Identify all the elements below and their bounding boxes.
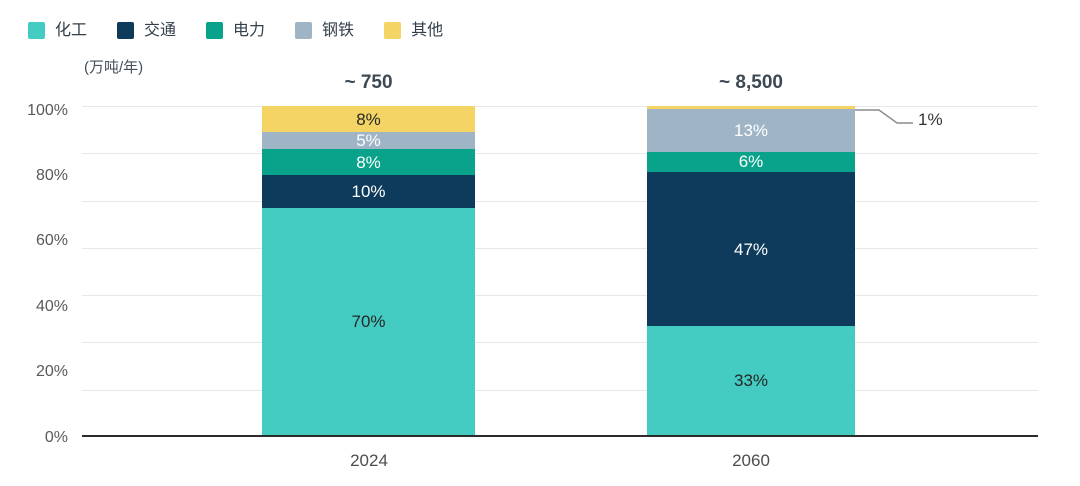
y-tick-label: 80% <box>35 167 68 184</box>
legend-item-other: 其他 <box>384 22 443 39</box>
y-tick-label: 100% <box>27 102 68 119</box>
gridline <box>82 295 1038 296</box>
y-tick-label: 40% <box>35 298 68 315</box>
x-axis-label-2024: 2024 <box>350 451 388 470</box>
legend-item-steel: 钢铁 <box>295 22 354 39</box>
legend-label: 化工 <box>55 22 88 39</box>
bar-2024: 70% 10% 8% 5% 8% ~ 750 <box>262 72 475 435</box>
legend-label: 其他 <box>411 22 444 39</box>
legend-swatch-chemical <box>28 22 45 39</box>
segment-transport-2024: 10% <box>262 175 475 208</box>
y-tick-label: 20% <box>35 363 68 380</box>
legend-item-chemical: 化工 <box>28 22 87 39</box>
legend-item-power: 电力 <box>206 22 265 39</box>
y-tick-label: 60% <box>35 232 68 249</box>
gridline <box>82 201 1038 202</box>
legend-item-transport: 交通 <box>117 22 176 39</box>
gridline <box>82 248 1038 249</box>
plot-area: 100% 80% 60% 40% 20% 0% 70% 10% 8% 5% 8% ~ 750 2024… <box>27 72 1038 470</box>
gridline <box>82 106 1038 107</box>
legend-swatch-steel <box>295 22 313 39</box>
segment-steel-2060: 13% <box>647 109 855 153</box>
legend-swatch-other <box>384 22 402 39</box>
legend-label: 交通 <box>144 22 177 39</box>
callout-label: 1% <box>918 110 943 129</box>
gridline <box>82 342 1038 343</box>
y-axis-unit-label: (万吨/年) <box>84 59 144 76</box>
legend-label: 电力 <box>233 22 266 39</box>
y-tick-label: 0% <box>44 429 68 446</box>
legend-label: 钢铁 <box>322 22 355 39</box>
bar-2060: 33% 47% 6% 13% ~ 8,500 <box>647 72 855 435</box>
segment-other-2060 <box>647 106 855 110</box>
x-axis-line <box>82 435 1038 437</box>
segment-chemical-2060: 33% <box>647 326 855 435</box>
callout-connector-line <box>855 109 913 124</box>
segment-power-2060: 6% <box>647 152 855 172</box>
total-annotation-2060: ~ 8,500 <box>719 72 783 93</box>
legend: 化工 交通 电力 钢铁 其他 <box>28 22 443 39</box>
gridline <box>82 390 1038 391</box>
legend-swatch-transport <box>117 22 135 39</box>
segment-transport-2060: 47% <box>647 171 855 327</box>
gridline <box>82 153 1038 154</box>
segment-other-2024: 8% <box>262 106 475 132</box>
segment-power-2024: 8% <box>262 149 475 175</box>
segment-steel-2024: 5% <box>262 132 475 149</box>
segment-chemical-2024: 70% <box>262 207 475 435</box>
legend-swatch-power <box>206 22 224 39</box>
x-axis-label-2060: 2060 <box>732 451 770 470</box>
total-annotation-2024: ~ 750 <box>344 72 393 93</box>
